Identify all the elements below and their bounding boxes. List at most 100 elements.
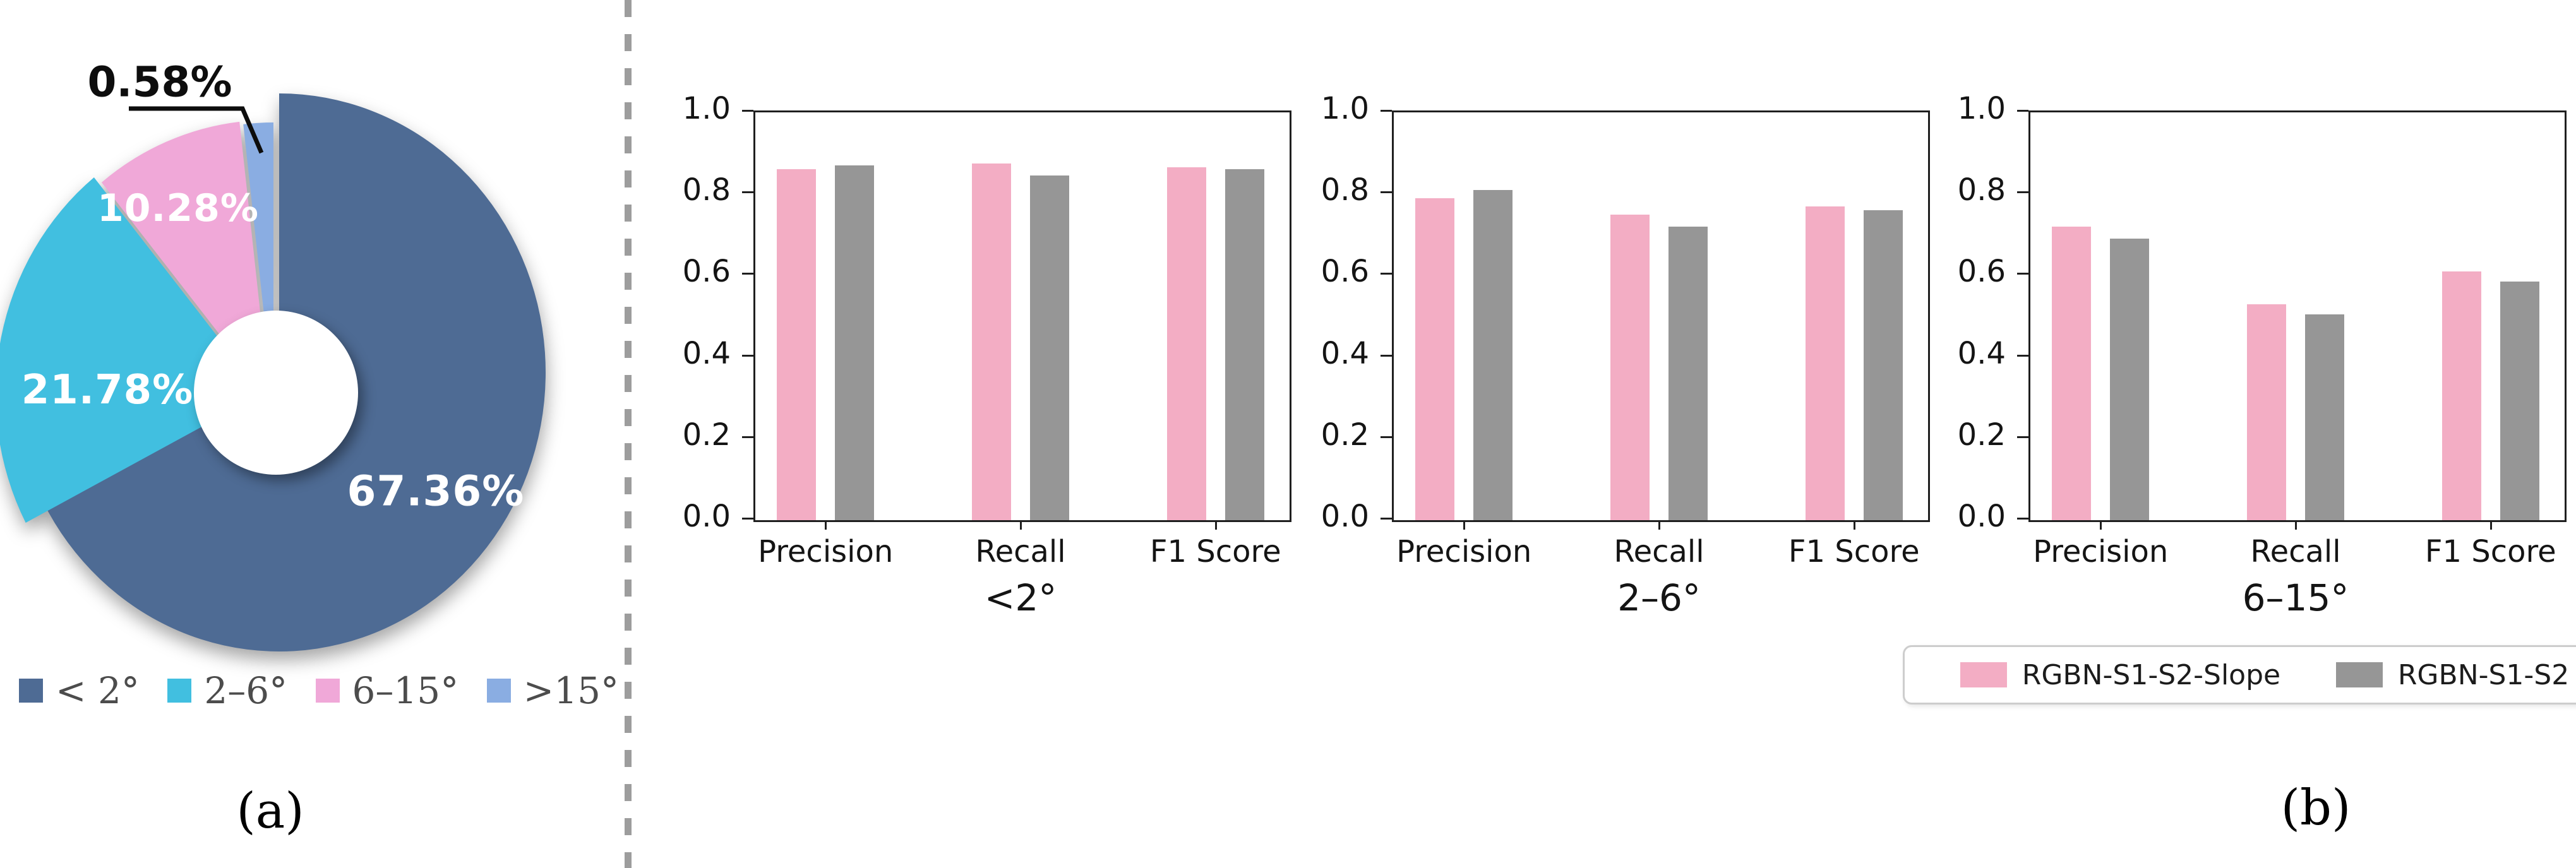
x-tick-mark xyxy=(1853,520,1855,530)
x-tick-mark xyxy=(1463,520,1466,530)
pie-callout-line xyxy=(129,106,264,154)
bar-gray xyxy=(2305,314,2344,520)
pie-legend-label: < 2° xyxy=(56,669,140,712)
category-label: Precision xyxy=(758,534,894,569)
pie-legend-label: 2–6° xyxy=(204,669,288,712)
y-tick-label: 0.4 xyxy=(682,335,731,371)
category-label: F1 Score xyxy=(1788,534,1920,569)
y-tick-mark xyxy=(742,110,753,112)
bar-gray xyxy=(2500,282,2539,520)
category-label: Recall xyxy=(1614,534,1704,569)
y-tick-label: 0.8 xyxy=(1321,172,1369,208)
y-tick-label: 0.0 xyxy=(1957,499,2006,534)
y-tick-label: 0.4 xyxy=(1957,335,2006,371)
bar-legend-item: RGBN-S1-S2 xyxy=(2335,658,2570,691)
panel-bars: RGBN-S1-S2-Slope RGBN-S1-S2 (b) 0.0 0.2 0.… xyxy=(632,0,2576,868)
y-tick-label: 0.6 xyxy=(1957,254,2006,290)
panel-pie: 67.36% 21.78% 10.28% 0.58% < 2° 2–6° 6–1… xyxy=(0,0,632,868)
y-tick-label: 0.2 xyxy=(682,417,731,453)
y-tick-label: 1.0 xyxy=(682,91,731,126)
pie-slice-value-label: 21.78% xyxy=(21,367,194,413)
subplot-title: <2° xyxy=(984,576,1057,619)
bar-chart-frame xyxy=(753,110,1291,522)
y-tick-label: 1.0 xyxy=(1957,91,2006,126)
bar-chart-frame xyxy=(1392,110,1930,522)
bar-pink xyxy=(1805,206,1845,520)
y-tick-mark xyxy=(1381,110,1392,112)
y-tick-label: 0.4 xyxy=(1321,335,1369,371)
bar-pink xyxy=(1415,198,1455,520)
category-label: F1 Score xyxy=(1149,534,1281,569)
legend-swatch xyxy=(1960,662,2007,687)
legend-swatch xyxy=(167,679,192,703)
y-tick-label: 1.0 xyxy=(1321,91,1369,126)
legend-swatch xyxy=(2335,662,2383,687)
bar-pink xyxy=(1610,214,1650,520)
y-tick-mark xyxy=(1381,191,1392,194)
pie-legend-item: 6–15° xyxy=(315,669,459,712)
pie-legend-label: 6–15° xyxy=(352,669,459,712)
pie-slice-value-label: 67.36% xyxy=(347,467,525,516)
x-tick-mark xyxy=(1658,520,1660,530)
y-tick-mark xyxy=(1381,354,1392,357)
y-tick-mark xyxy=(742,354,753,357)
category-label: F1 Score xyxy=(2424,534,2556,569)
bar-legend-label: RGBN-S1-S2-Slope xyxy=(2022,658,2281,691)
y-tick-label: 0.8 xyxy=(682,172,731,208)
y-tick-label: 0.0 xyxy=(1321,499,1369,534)
pie-legend-item: 2–6° xyxy=(167,669,287,712)
bar-gray xyxy=(1473,189,1513,520)
y-tick-label: 0.8 xyxy=(1957,172,2006,208)
y-tick-mark xyxy=(2017,518,2028,520)
legend-swatch xyxy=(486,679,511,703)
bar-gray xyxy=(1668,226,1708,520)
y-tick-mark xyxy=(2017,191,2028,194)
pie-legend-label: >15° xyxy=(523,669,619,712)
legend-swatch xyxy=(19,679,43,703)
bar-legend-label: RGBN-S1-S2 xyxy=(2397,658,2570,691)
pie-legend: < 2° 2–6° 6–15° >15° xyxy=(19,664,619,717)
x-tick-mark xyxy=(825,520,827,530)
y-tick-mark xyxy=(742,436,753,438)
bar-legend: RGBN-S1-S2-Slope RGBN-S1-S2 xyxy=(1903,645,2576,705)
x-tick-mark xyxy=(1020,520,1022,530)
category-label: Precision xyxy=(1396,534,1532,569)
x-tick-mark xyxy=(2100,520,2102,530)
pie-legend-item: < 2° xyxy=(19,669,140,712)
bar-pink xyxy=(2441,271,2481,520)
pie-slice-1 xyxy=(0,177,262,523)
category-label: Recall xyxy=(2250,534,2341,569)
x-tick-mark xyxy=(1214,520,1217,530)
bar-pink xyxy=(1166,167,1206,520)
x-tick-mark xyxy=(2295,520,2297,530)
bar-gray xyxy=(2110,239,2150,520)
y-tick-mark xyxy=(2017,110,2028,112)
bar-chart-frame xyxy=(2028,110,2567,522)
category-label: Recall xyxy=(975,534,1066,569)
caption-a: (a) xyxy=(236,783,304,840)
y-tick-mark xyxy=(742,273,753,275)
y-tick-label: 0.2 xyxy=(1321,417,1369,453)
y-tick-mark xyxy=(1381,518,1392,520)
pie-legend-item: >15° xyxy=(486,669,619,712)
y-tick-mark xyxy=(742,518,753,520)
pie-slice-value-label: 10.28% xyxy=(97,186,259,230)
y-tick-label: 0.2 xyxy=(1957,417,2006,453)
y-tick-mark xyxy=(1381,273,1392,275)
donut-hole xyxy=(194,311,358,475)
bar-pink xyxy=(972,163,1011,520)
y-tick-label: 0.0 xyxy=(682,499,731,534)
bar-pink xyxy=(777,169,817,520)
bar-gray xyxy=(1863,210,1903,520)
y-tick-mark xyxy=(2017,354,2028,357)
subplot-title: 2–6° xyxy=(1617,576,1701,619)
bar-gray xyxy=(1030,175,1069,520)
subplot-title: 6–15° xyxy=(2242,576,2349,619)
bar-gray xyxy=(835,165,875,520)
bar-gray xyxy=(1225,169,1264,520)
y-tick-label: 0.6 xyxy=(1321,254,1369,290)
legend-swatch xyxy=(315,679,340,703)
bar-legend-item: RGBN-S1-S2-Slope xyxy=(1960,659,2280,691)
pie-callout-value-label: 0.58% xyxy=(87,57,232,107)
y-tick-mark xyxy=(1381,436,1392,438)
